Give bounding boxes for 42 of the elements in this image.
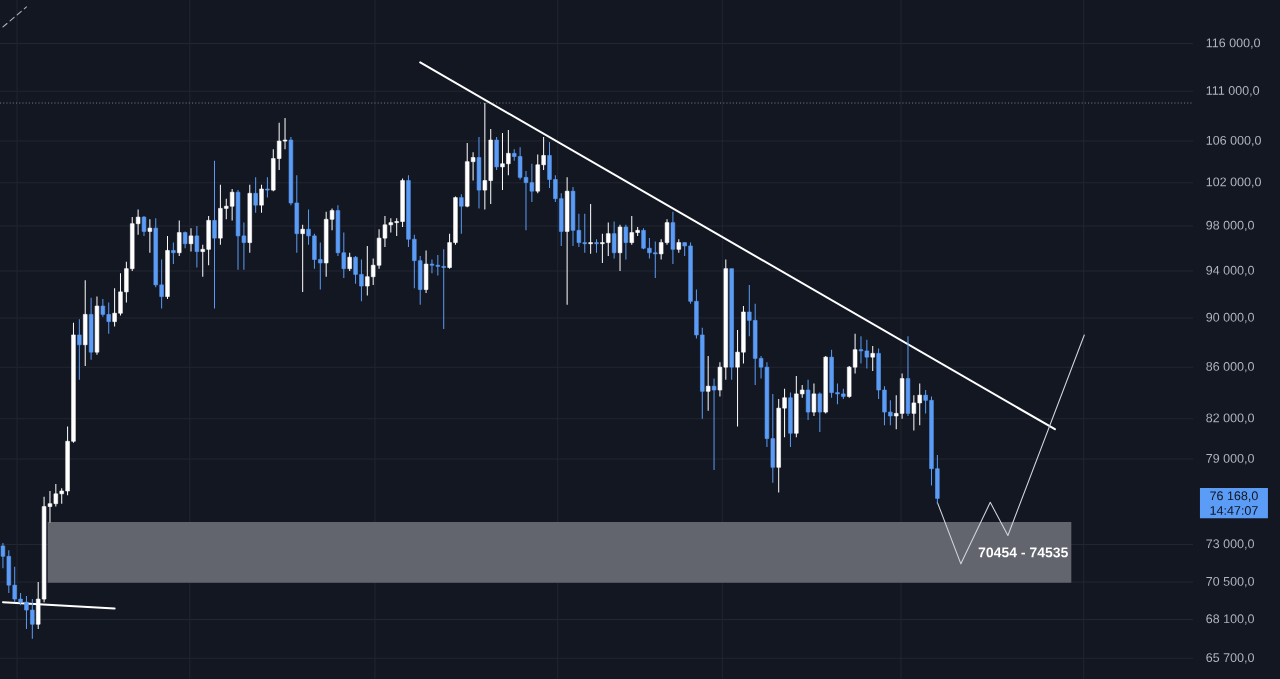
candlestick — [188, 227, 194, 253]
candlestick — [870, 345, 875, 372]
candlestick — [259, 184, 264, 214]
candlestick — [253, 176, 258, 214]
candlestick — [711, 378, 717, 471]
candlestick — [588, 203, 593, 255]
y-tick-label: 79 000,0 — [1206, 453, 1254, 465]
candlestick — [805, 379, 811, 421]
candlestick — [459, 193, 464, 235]
y-tick-label: 86 000,0 — [1206, 362, 1254, 373]
candlestick — [212, 160, 217, 309]
text: 76 168,0 — [1210, 491, 1258, 502]
y-tick-label: 65 700,0 — [1206, 653, 1254, 664]
y-tick-label: 94 000,0 — [1206, 265, 1254, 277]
band-label: 70454 - 74535 — [978, 547, 1068, 558]
candlestick — [77, 318, 82, 381]
candlestick — [817, 392, 823, 433]
candlestick — [171, 242, 176, 265]
candlestick — [147, 218, 153, 254]
candlestick — [811, 383, 817, 417]
text: 14:47:07 — [1210, 506, 1258, 515]
candlestick — [705, 355, 711, 412]
candlestick — [141, 215, 147, 237]
y-tick-label: 102 000,0 — [1206, 177, 1261, 188]
y-tick-label: 116 000,0 — [1206, 38, 1261, 49]
candlestick — [623, 224, 629, 261]
y-tick-label: 90 000,0 — [1206, 312, 1254, 324]
y-tick-label: 111 000,0 — [1206, 86, 1260, 97]
candlestick — [300, 224, 305, 293]
line-series — [936, 334, 1085, 565]
candlestick — [594, 238, 599, 254]
candlestick — [265, 176, 270, 199]
y-tick-label: 106 000,0 — [1206, 135, 1261, 147]
y-tick-label: 73 000,0 — [1206, 539, 1254, 550]
y-tick-label: 82 000,0 — [1206, 413, 1254, 424]
candlestick — [177, 219, 182, 257]
y-tick-label: 68 100,0 — [1206, 614, 1254, 625]
candlestick — [194, 225, 200, 269]
y-tick-label: 98 000,0 — [1206, 220, 1254, 232]
y-tick-label: 70 500,0 — [1206, 576, 1254, 588]
candlestick — [347, 252, 352, 272]
candlestick — [611, 221, 617, 259]
